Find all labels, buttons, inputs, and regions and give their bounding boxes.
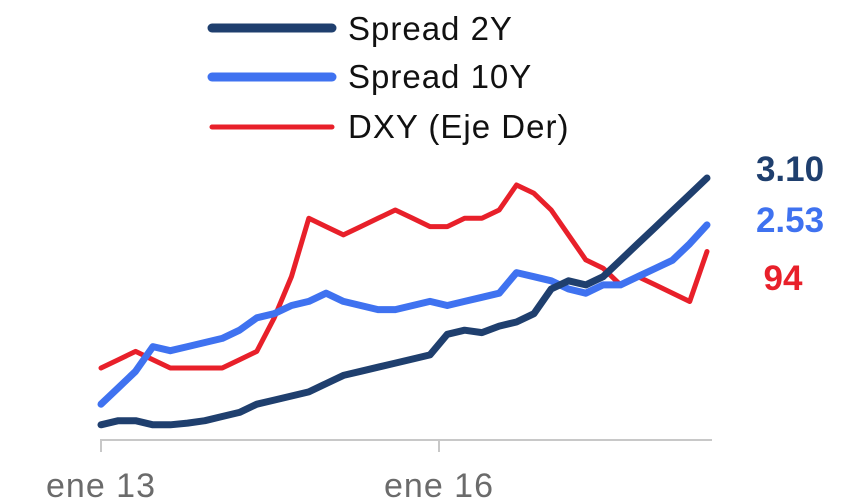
legend-label-dxy: DXY (Eje Der) xyxy=(348,108,569,145)
series-line-spread-10y xyxy=(97,221,711,408)
legend-item-dxy: DXY (Eje Der) xyxy=(209,108,569,145)
series-line-spread-2y xyxy=(97,174,711,429)
x-axis: ene 13 ene 16 xyxy=(46,439,712,503)
legend-item-spread-2y: Spread 2Y xyxy=(207,10,513,47)
x-tick-label-ene13: ene 13 xyxy=(46,467,156,503)
x-tick-label-ene16: ene 16 xyxy=(384,467,494,503)
legend: Spread 2Y Spread 10Y DXY (Eje Der) xyxy=(207,10,569,145)
legend-label-spread-10y: Spread 10Y xyxy=(348,58,532,95)
series-line-dxy xyxy=(98,182,710,371)
end-label-dxy: 94 xyxy=(764,259,803,298)
plot-area xyxy=(97,174,711,429)
end-label-spread-10y: 2.53 xyxy=(756,201,824,240)
legend-label-spread-2y: Spread 2Y xyxy=(348,10,513,47)
end-label-spread-2y: 3.10 xyxy=(756,150,824,189)
legend-item-spread-10y: Spread 10Y xyxy=(207,58,532,95)
end-labels: 3.10 2.53 94 xyxy=(756,150,824,298)
